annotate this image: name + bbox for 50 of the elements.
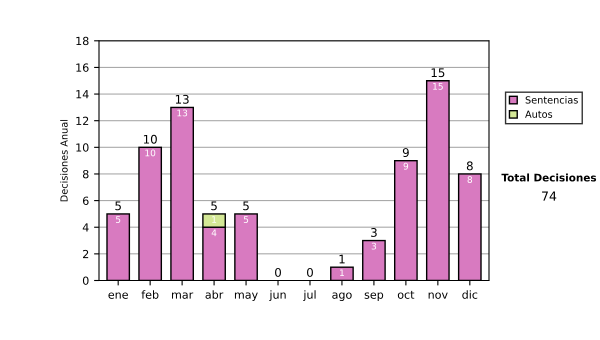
y-tick-label: 0 [82, 276, 89, 285]
x-tick-label: feb [142, 290, 158, 299]
x-tick-label: ene [108, 292, 128, 299]
legend-label: Autos [525, 110, 552, 118]
total-label: 9 [402, 148, 409, 158]
y-tick-label: 8 [82, 170, 89, 178]
total-label: 10 [144, 134, 157, 144]
x-tick-label: sep [364, 292, 384, 301]
data-label: 1 [212, 216, 216, 223]
text: Total Decisiones [501, 173, 596, 182]
y-tick-label: 16 [76, 63, 89, 72]
total-label: 13 [176, 94, 189, 104]
total-label: 1 [339, 254, 345, 264]
data-label: 10 [145, 149, 156, 156]
y-tick-label: 4 [82, 223, 89, 232]
total-label: 5 [211, 202, 217, 210]
x-tick-label: jun [269, 290, 286, 301]
data-label: 9 [404, 162, 408, 170]
total-label: 3 [371, 228, 377, 237]
y-tick-label: 10 [76, 143, 89, 152]
total-label: 8 [466, 161, 473, 170]
data-label: 13 [177, 110, 188, 116]
text: 74 [542, 192, 556, 201]
total-label: 5 [243, 202, 249, 210]
x-tick-label: dic [462, 290, 478, 299]
data-label: 3 [372, 242, 376, 250]
data-label: 4 [212, 230, 216, 236]
x-tick-label: oct [398, 290, 414, 299]
x-tick-label: ago [332, 292, 352, 301]
x-tick-label: jul [303, 290, 316, 301]
legend-label: Sentencias [526, 96, 578, 104]
data-label: 1 [340, 269, 344, 276]
total-label: 0 [275, 268, 281, 277]
x-tick-label: may [234, 292, 258, 301]
y-tick-label: 6 [82, 196, 89, 205]
total-label: 5 [115, 202, 121, 210]
y-tick-label: 18 [76, 36, 89, 46]
data-label: 5 [116, 216, 120, 223]
data-label: 5 [244, 216, 248, 223]
data-label: 8 [468, 176, 472, 183]
y-axis-title: Decisiones Anual [60, 120, 68, 202]
y-tick-label: 2 [83, 250, 88, 258]
total-label: 0 [307, 268, 313, 277]
x-tick-label: abr [206, 290, 224, 299]
x-tick-label: mar [172, 292, 194, 299]
data-label: 15 [433, 83, 443, 90]
y-tick-label: 12 [76, 116, 88, 125]
x-tick-label: nov [428, 292, 448, 299]
y-tick-label: 14 [76, 90, 89, 98]
total-label: 15 [432, 68, 444, 78]
